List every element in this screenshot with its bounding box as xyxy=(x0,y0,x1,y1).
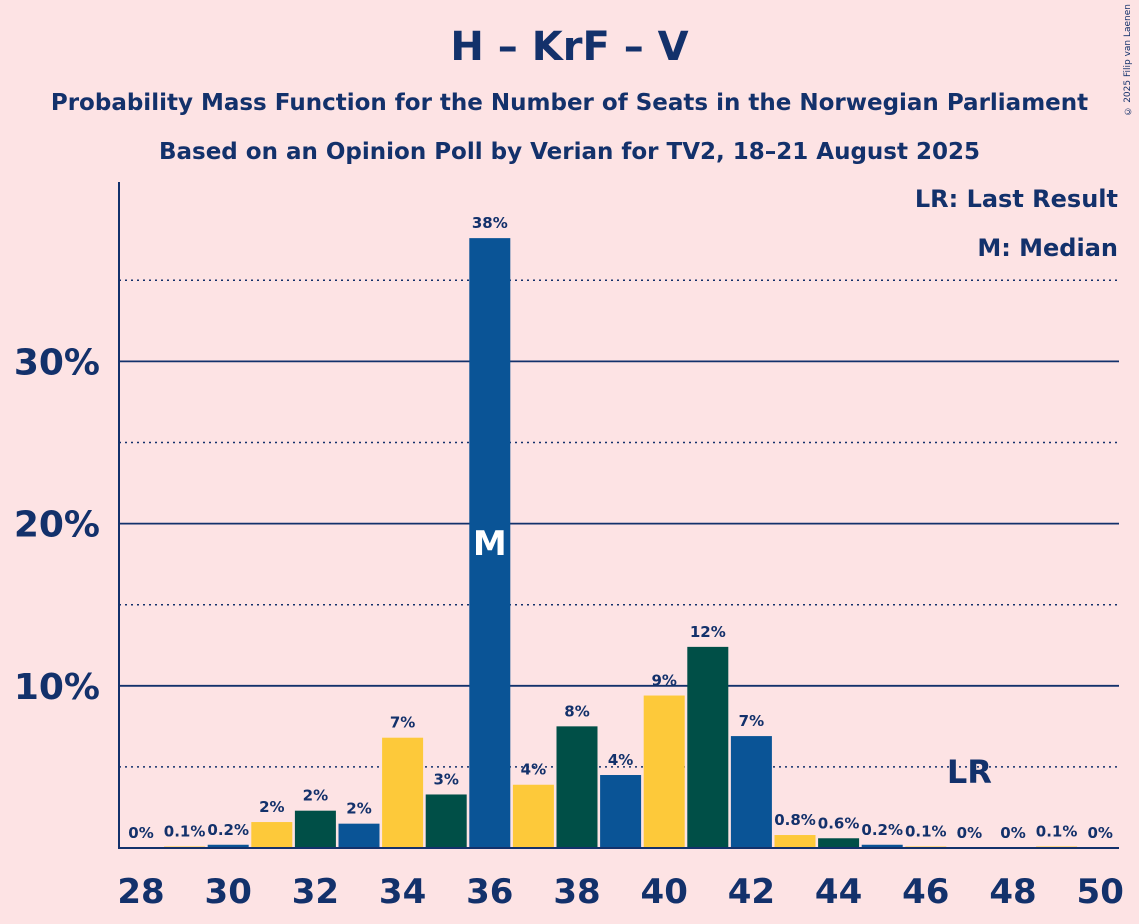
bar-seat-37 xyxy=(512,784,554,848)
bar-label-seat-47: 0% xyxy=(957,824,982,842)
bar-seat-40 xyxy=(643,695,685,848)
x-tick-label: 30 xyxy=(205,872,252,912)
bar-seat-33 xyxy=(338,823,380,848)
y-tick-label: 30% xyxy=(14,342,100,383)
bar-label-seat-35: 3% xyxy=(433,770,458,788)
bar-seat-42 xyxy=(730,736,772,848)
x-tick-label: 42 xyxy=(728,872,775,912)
x-tick-label: 28 xyxy=(117,872,164,912)
bar-label-seat-37: 4% xyxy=(521,761,546,779)
legend-median: M: Median xyxy=(977,234,1118,262)
bar-seat-31 xyxy=(251,822,293,848)
x-tick-label: 32 xyxy=(292,872,339,912)
bar-label-seat-28: 0% xyxy=(128,824,153,842)
bar-label-seat-39: 4% xyxy=(608,751,633,769)
bar-label-seat-42: 7% xyxy=(739,712,764,730)
x-tick-label: 34 xyxy=(379,872,426,912)
bar-seat-39 xyxy=(600,775,642,848)
bar-label-seat-40: 9% xyxy=(651,672,676,690)
bar-label-seat-31: 2% xyxy=(259,798,284,816)
chart-subtitle: Probability Mass Function for the Number… xyxy=(50,90,1089,116)
bar-label-seat-38: 8% xyxy=(564,702,589,720)
y-tick-label: 20% xyxy=(14,505,100,546)
x-tick-label: 36 xyxy=(466,872,513,912)
bar-label-seat-44: 0.6% xyxy=(818,814,860,832)
bar-label-seat-33: 2% xyxy=(346,800,371,818)
bar-label-seat-32: 2% xyxy=(303,787,328,805)
bar-label-seat-50: 0% xyxy=(1087,824,1112,842)
bar-label-seat-46: 0.1% xyxy=(905,823,947,841)
bar-label-seat-29: 0.1% xyxy=(164,823,206,841)
x-tick-label: 44 xyxy=(815,872,862,912)
x-tick-label: 46 xyxy=(902,872,949,912)
last-result-marker: LR xyxy=(947,753,992,791)
y-tick-label: 10% xyxy=(14,667,100,708)
legend-last-result: LR: Last Result xyxy=(914,185,1118,213)
x-tick-label: 38 xyxy=(553,872,600,912)
bar-label-seat-30: 0.2% xyxy=(207,821,249,839)
bar-label-seat-43: 0.8% xyxy=(774,811,816,829)
x-tick-label: 48 xyxy=(989,872,1036,912)
bar-seat-38 xyxy=(556,726,598,848)
median-marker: M xyxy=(473,524,507,564)
chart-subtitle-2: Based on an Opinion Poll by Verian for T… xyxy=(158,139,981,165)
bar-label-seat-41: 12% xyxy=(690,623,726,641)
chart-title: H – KrF – V xyxy=(450,24,689,70)
x-tick-label: 40 xyxy=(641,872,688,912)
bar-label-seat-49: 0.1% xyxy=(1036,823,1078,841)
bar-seat-34 xyxy=(382,737,424,848)
bar-seat-36 xyxy=(469,238,511,849)
bar-label-seat-48: 0% xyxy=(1000,824,1025,842)
bar-seat-30 xyxy=(207,844,249,848)
bar-seat-35 xyxy=(425,794,467,848)
bar-label-seat-45: 0.2% xyxy=(861,821,903,839)
bar-seat-32 xyxy=(294,810,336,848)
bar-seat-41 xyxy=(687,646,729,848)
bar-seat-45 xyxy=(861,844,903,848)
bar-seat-43 xyxy=(774,835,816,848)
bar-label-seat-34: 7% xyxy=(390,714,415,732)
bar-label-seat-36: 38% xyxy=(472,214,508,232)
bar-seat-44 xyxy=(818,838,860,848)
x-tick-label: 50 xyxy=(1077,872,1124,912)
